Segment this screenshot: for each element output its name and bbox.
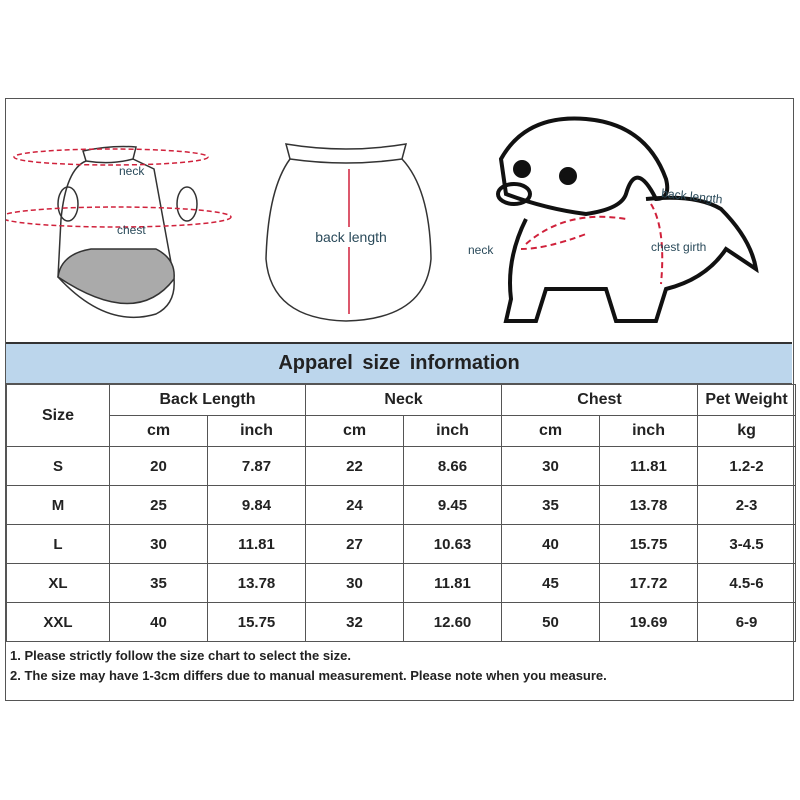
- vest-back-drawing: back length: [265, 143, 432, 322]
- size-cell: XXL: [6, 602, 110, 642]
- svg-text:chest girth: chest girth: [651, 240, 706, 254]
- value-cell: 45: [501, 563, 601, 603]
- notes: 1. Please strictly follow the size chart…: [6, 644, 792, 700]
- value-cell: 27: [305, 524, 405, 564]
- value-cell: 11.81: [403, 563, 503, 603]
- value-cell: 40: [109, 602, 208, 642]
- units-row: cm inch cm inch cm inch kg: [7, 415, 797, 447]
- value-cell: 12.60: [403, 602, 503, 642]
- value-cell: 35: [501, 485, 601, 525]
- value-cell: 30: [305, 563, 405, 603]
- value-cell: 13.78: [206, 563, 307, 603]
- svg-text:back length: back length: [661, 186, 724, 206]
- dog-drawing: back length neck chest girth: [468, 116, 759, 323]
- value-cell: 13.78: [599, 485, 699, 525]
- size-cell: XL: [6, 563, 110, 603]
- value-cell: 32: [305, 602, 405, 642]
- unit-header: cm: [501, 415, 601, 447]
- note-line: 2. The size may have 1-3cm differs due t…: [10, 668, 607, 683]
- size-header: Size: [6, 384, 110, 447]
- svg-text:neck: neck: [119, 164, 145, 178]
- table-title: Apparel size information: [6, 342, 792, 384]
- value-cell: 4.5-6: [697, 563, 797, 603]
- value-cell: 24: [305, 485, 405, 525]
- value-cell: 17.72: [599, 563, 699, 603]
- header-row: Size Back Length Neck Chest Pet Weight: [6, 384, 797, 447]
- value-cell: 1.2-2: [697, 446, 797, 486]
- vest-front-drawing: neck chest: [6, 145, 232, 318]
- value-cell: 20: [109, 446, 208, 486]
- value-cell: 2-3: [697, 485, 797, 525]
- unit-header: cm: [109, 415, 208, 447]
- value-cell: 19.69: [599, 602, 699, 642]
- value-cell: 8.66: [403, 446, 503, 486]
- measurement-illustration: neck chest back length back length neck …: [6, 116, 759, 323]
- table-row: L 30 11.81 27 10.63 40 15.75 3-4.5: [6, 524, 797, 564]
- group-header: Neck: [305, 384, 503, 416]
- value-cell: 15.75: [599, 524, 699, 564]
- unit-header: inch: [206, 415, 307, 447]
- value-cell: 3-4.5: [697, 524, 797, 564]
- group-header: Back Length: [108, 384, 307, 416]
- value-cell: 35: [109, 563, 208, 603]
- value-cell: 40: [501, 524, 601, 564]
- value-cell: 9.45: [403, 485, 503, 525]
- note-line: 1. Please strictly follow the size chart…: [10, 648, 352, 663]
- group-header: Pet Weight: [697, 384, 797, 416]
- value-cell: 9.84: [206, 485, 307, 525]
- size-cell: M: [6, 485, 110, 525]
- value-cell: 30: [501, 446, 601, 486]
- unit-header: cm: [305, 415, 405, 447]
- table-row: M 25 9.84 24 9.45 35 13.78 2-3: [6, 485, 797, 525]
- unit-header: inch: [403, 415, 503, 447]
- size-chart: neck chest back length back length neck …: [5, 98, 797, 701]
- table-row: XXL 40 15.75 32 12.60 50 19.69 6-9: [6, 602, 797, 642]
- value-cell: 15.75: [206, 602, 307, 642]
- value-cell: 50: [501, 602, 601, 642]
- table-row: S 20 7.87 22 8.66 30 11.81 1.2-2: [6, 446, 797, 486]
- group-header: Chest: [501, 384, 699, 416]
- unit-header: kg: [697, 415, 797, 447]
- value-cell: 11.81: [206, 524, 307, 564]
- value-cell: 25: [109, 485, 208, 525]
- table-row: XL 35 13.78 30 11.81 45 17.72 4.5-6: [6, 563, 797, 603]
- value-cell: 30: [109, 524, 208, 564]
- value-cell: 22: [305, 446, 405, 486]
- size-cell: L: [6, 524, 110, 564]
- svg-text:neck: neck: [468, 243, 494, 257]
- value-cell: 10.63: [403, 524, 503, 564]
- size-table: Size Back Length Neck Chest Pet Weight c…: [6, 384, 797, 642]
- value-cell: 6-9: [697, 602, 797, 642]
- svg-text:back length: back length: [315, 229, 387, 245]
- value-cell: 7.87: [206, 446, 307, 486]
- svg-text:chest: chest: [117, 223, 146, 237]
- size-cell: S: [6, 446, 110, 486]
- value-cell: 11.81: [599, 446, 699, 486]
- unit-header: inch: [599, 415, 699, 447]
